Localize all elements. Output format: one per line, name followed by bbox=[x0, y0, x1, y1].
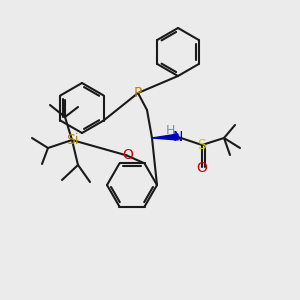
Text: Si: Si bbox=[66, 133, 78, 147]
Text: H: H bbox=[165, 124, 175, 137]
Polygon shape bbox=[152, 134, 178, 140]
Text: O: O bbox=[122, 148, 133, 162]
Text: N: N bbox=[173, 130, 183, 144]
Text: O: O bbox=[196, 161, 207, 175]
Text: S: S bbox=[198, 138, 206, 152]
Text: P: P bbox=[134, 86, 142, 100]
